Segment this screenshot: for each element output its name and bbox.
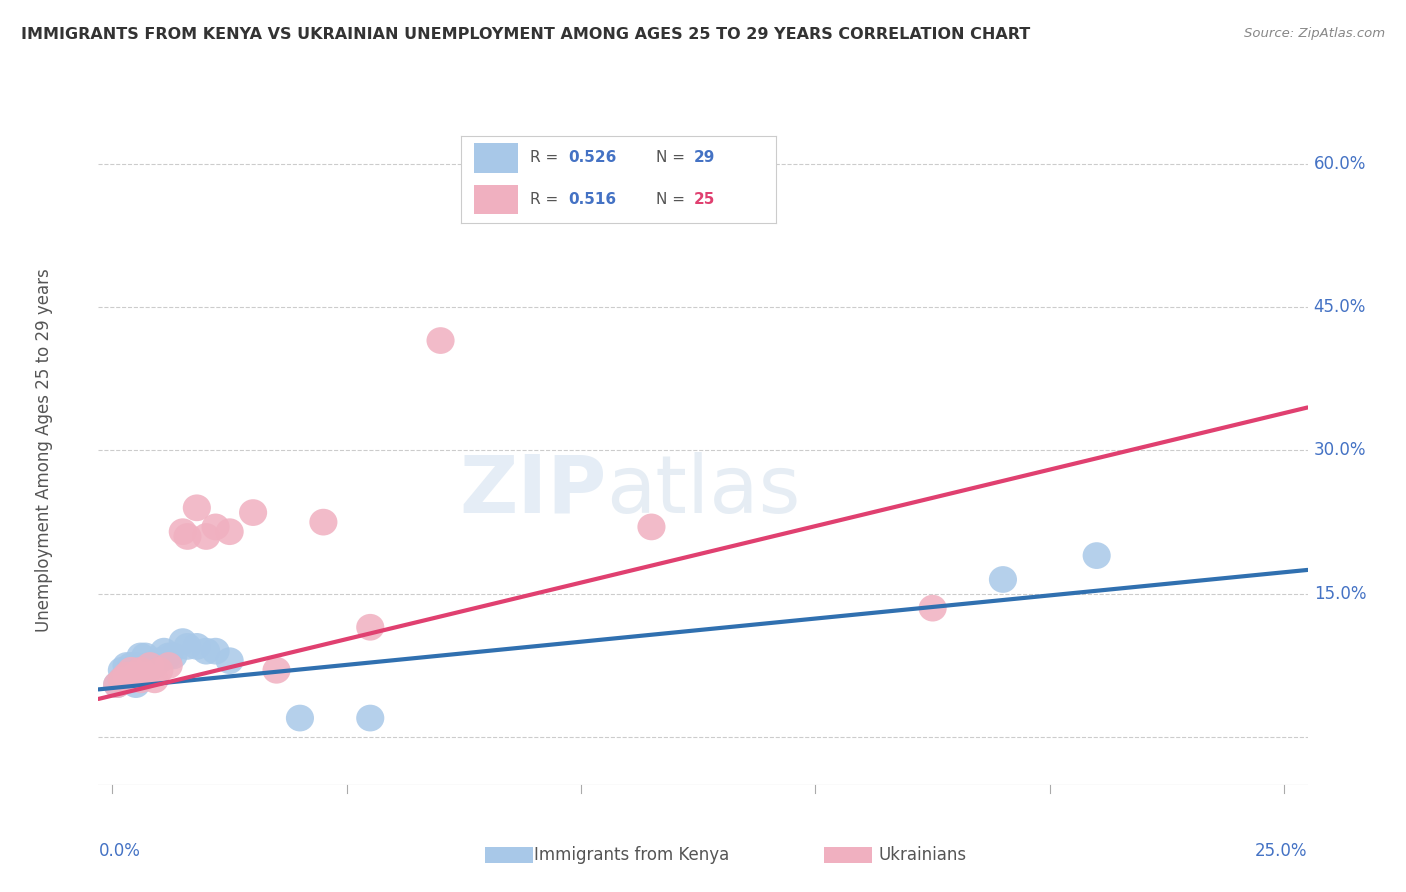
- FancyBboxPatch shape: [824, 847, 872, 863]
- Ellipse shape: [155, 642, 183, 669]
- Ellipse shape: [988, 566, 1017, 593]
- Ellipse shape: [637, 514, 665, 541]
- Ellipse shape: [239, 500, 267, 526]
- Ellipse shape: [131, 642, 159, 669]
- Ellipse shape: [145, 657, 173, 683]
- Ellipse shape: [127, 662, 155, 689]
- Ellipse shape: [918, 595, 946, 622]
- Ellipse shape: [263, 657, 291, 683]
- Ellipse shape: [108, 666, 136, 693]
- Text: 30.0%: 30.0%: [1313, 442, 1367, 459]
- Ellipse shape: [155, 652, 183, 679]
- Ellipse shape: [108, 657, 136, 683]
- Ellipse shape: [215, 648, 243, 674]
- Ellipse shape: [309, 508, 337, 535]
- Ellipse shape: [173, 523, 201, 549]
- Ellipse shape: [426, 327, 454, 354]
- Ellipse shape: [1083, 542, 1111, 569]
- Ellipse shape: [103, 672, 131, 698]
- Ellipse shape: [117, 652, 145, 679]
- Ellipse shape: [169, 518, 197, 545]
- Ellipse shape: [122, 672, 150, 698]
- Text: 15.0%: 15.0%: [1313, 585, 1367, 603]
- Text: Immigrants from Kenya: Immigrants from Kenya: [534, 846, 728, 863]
- Ellipse shape: [145, 648, 173, 674]
- FancyBboxPatch shape: [485, 847, 533, 863]
- Ellipse shape: [285, 705, 314, 731]
- Ellipse shape: [108, 666, 136, 693]
- Ellipse shape: [131, 657, 159, 683]
- Text: 0.0%: 0.0%: [98, 842, 141, 860]
- Ellipse shape: [127, 642, 155, 669]
- Ellipse shape: [122, 652, 150, 679]
- Ellipse shape: [159, 642, 187, 669]
- Ellipse shape: [131, 662, 159, 689]
- Ellipse shape: [356, 705, 384, 731]
- Text: 45.0%: 45.0%: [1313, 298, 1367, 316]
- Ellipse shape: [193, 523, 221, 549]
- Ellipse shape: [356, 614, 384, 640]
- Ellipse shape: [127, 666, 155, 693]
- Text: IMMIGRANTS FROM KENYA VS UKRAINIAN UNEMPLOYMENT AMONG AGES 25 TO 29 YEARS CORREL: IMMIGRANTS FROM KENYA VS UKRAINIAN UNEMP…: [21, 27, 1031, 42]
- Ellipse shape: [150, 638, 179, 665]
- Ellipse shape: [112, 662, 141, 689]
- Ellipse shape: [201, 514, 229, 541]
- Ellipse shape: [173, 633, 201, 660]
- Ellipse shape: [117, 666, 145, 693]
- Ellipse shape: [141, 652, 169, 679]
- Ellipse shape: [169, 628, 197, 655]
- Text: Source: ZipAtlas.com: Source: ZipAtlas.com: [1244, 27, 1385, 40]
- Ellipse shape: [183, 633, 211, 660]
- Text: 60.0%: 60.0%: [1313, 154, 1367, 173]
- Ellipse shape: [201, 638, 229, 665]
- Ellipse shape: [136, 652, 165, 679]
- Text: Ukrainians: Ukrainians: [879, 846, 966, 863]
- Ellipse shape: [103, 672, 131, 698]
- Ellipse shape: [127, 657, 155, 683]
- Ellipse shape: [193, 638, 221, 665]
- Ellipse shape: [136, 652, 165, 679]
- Ellipse shape: [141, 666, 169, 693]
- Ellipse shape: [183, 494, 211, 521]
- Text: 25.0%: 25.0%: [1256, 842, 1308, 860]
- Text: ZIP: ZIP: [458, 451, 606, 530]
- Text: atlas: atlas: [606, 451, 800, 530]
- Ellipse shape: [117, 657, 145, 683]
- Ellipse shape: [122, 662, 150, 689]
- Ellipse shape: [215, 518, 243, 545]
- Ellipse shape: [112, 662, 141, 689]
- Text: Unemployment Among Ages 25 to 29 years: Unemployment Among Ages 25 to 29 years: [35, 268, 53, 632]
- Ellipse shape: [112, 652, 141, 679]
